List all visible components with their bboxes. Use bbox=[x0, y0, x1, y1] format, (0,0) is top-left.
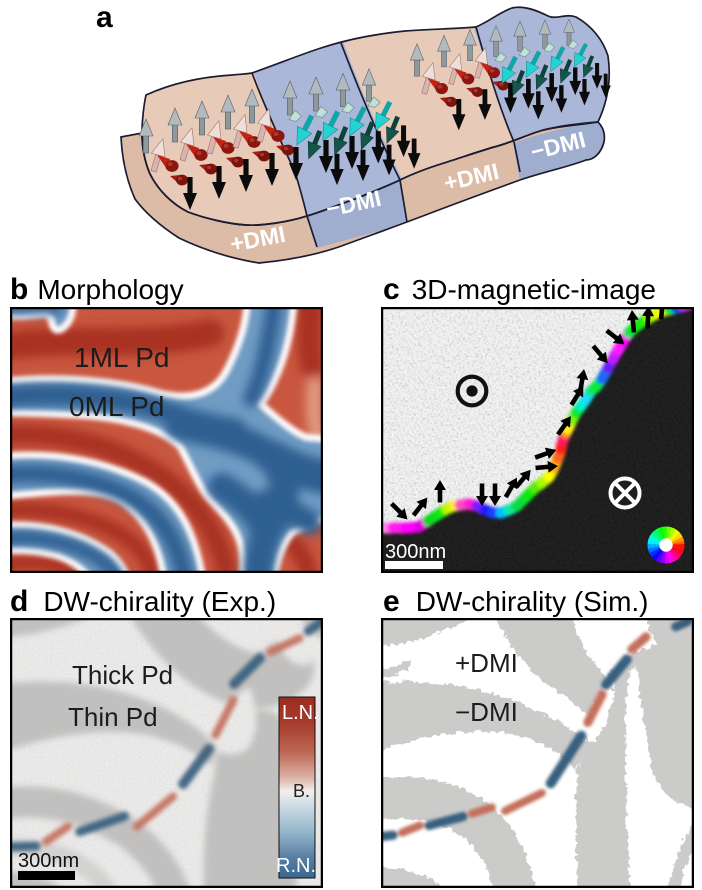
svg-text:R.N.: R.N. bbox=[276, 855, 316, 877]
svg-text:Thick Pd: Thick Pd bbox=[72, 660, 173, 690]
svg-text:+DMI: +DMI bbox=[455, 648, 518, 678]
svg-text:L.N.: L.N. bbox=[282, 702, 319, 724]
svg-text:Thin Pd: Thin Pd bbox=[68, 702, 158, 732]
svg-text:300nm: 300nm bbox=[385, 541, 446, 563]
svg-text:−DMI: −DMI bbox=[455, 697, 518, 727]
svg-text:B.: B. bbox=[293, 781, 310, 801]
svg-text:300nm: 300nm bbox=[18, 850, 79, 872]
svg-text:1ML Pd: 1ML Pd bbox=[74, 342, 169, 373]
svg-text:0ML Pd: 0ML Pd bbox=[69, 391, 164, 422]
